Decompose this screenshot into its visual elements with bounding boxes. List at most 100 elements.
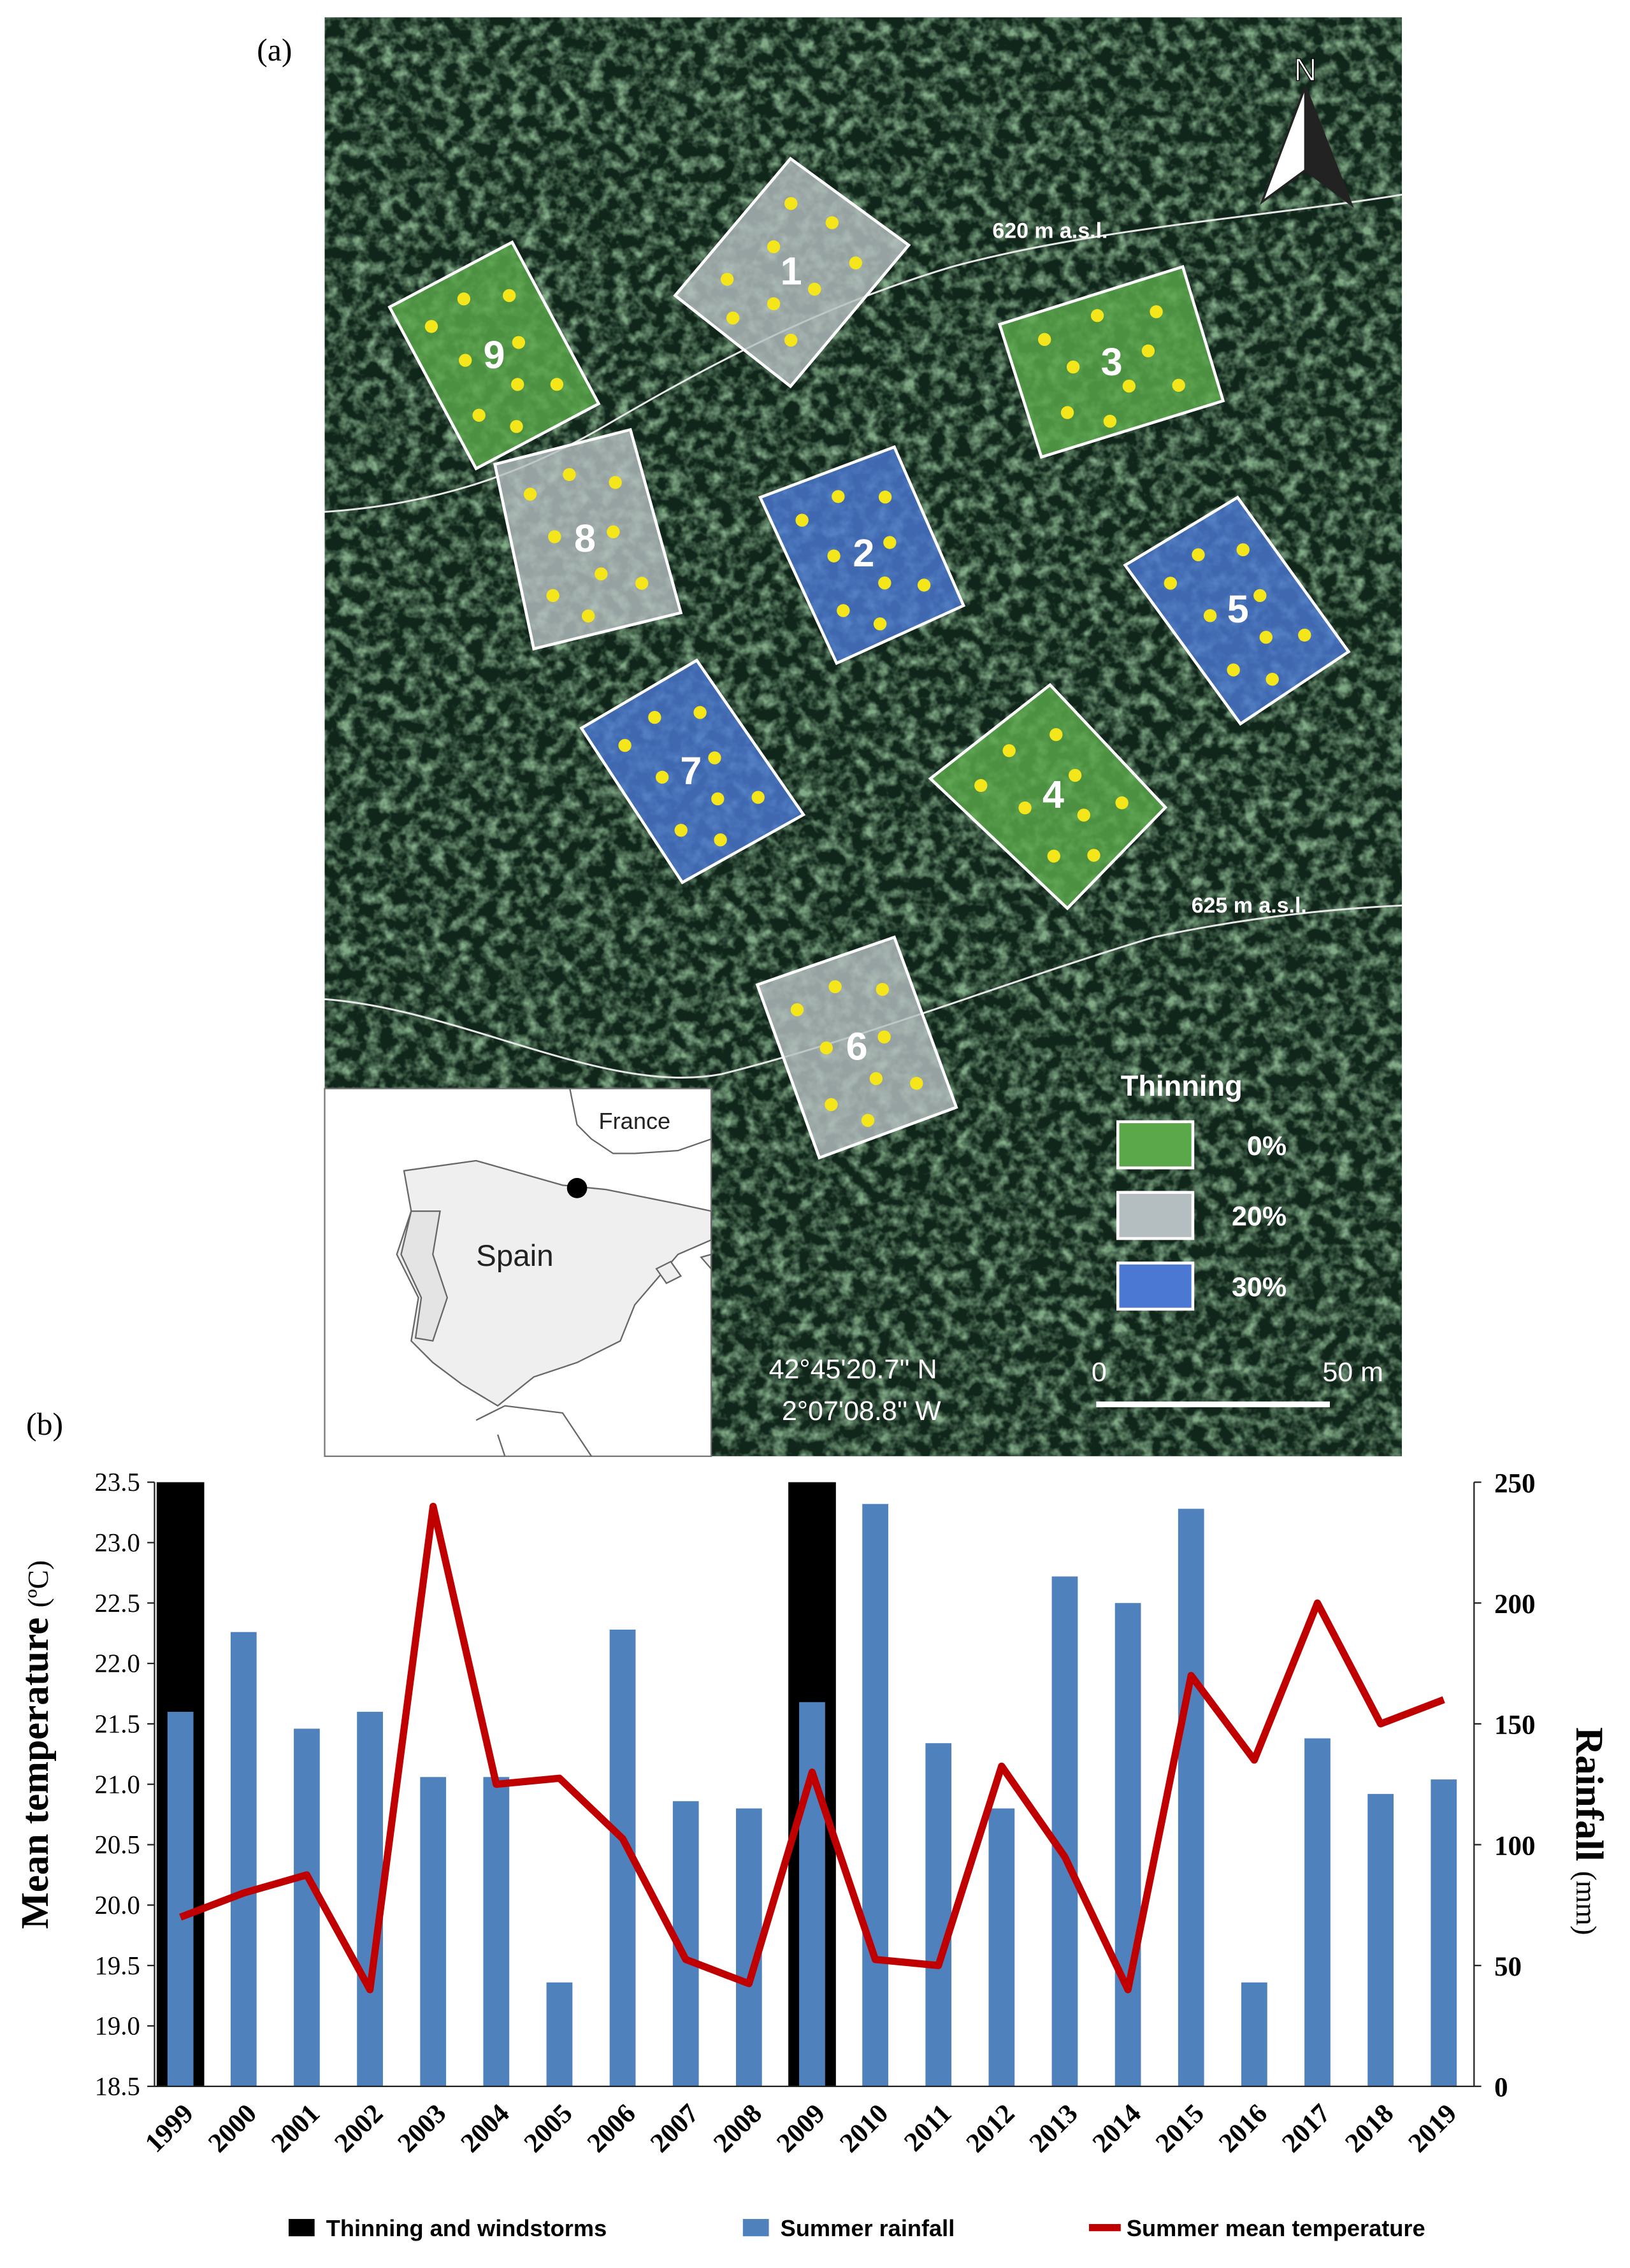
y2-tick-label: 0: [1494, 2073, 1508, 2103]
tree-dot: [472, 408, 486, 422]
x-tick-label: 2007: [645, 2099, 705, 2158]
y-tick-label: 21.0: [95, 1770, 140, 1798]
y-axis-unit: (ºC): [22, 1560, 54, 1607]
north-arrow: [1304, 86, 1354, 208]
x-tick-label: 2017: [1276, 2099, 1336, 2158]
tree-dot: [458, 354, 472, 367]
tree-dot: [877, 1030, 891, 1044]
plot: [387, 240, 601, 471]
tree-dot: [457, 292, 471, 306]
chart: 18.5 19.0 19.5 20.0 20.5 21.0 21.5 22.0 22.5 23.0…: [95, 1468, 1536, 2241]
y-tick-label: 20.5: [95, 1830, 140, 1859]
tree-dot: [1068, 768, 1082, 782]
tree-dot: [714, 833, 727, 847]
tree-dot: [648, 710, 661, 724]
tree-dot: [873, 617, 887, 631]
map-legend-swatch: [1116, 1191, 1195, 1240]
bar: [546, 1982, 573, 2086]
tree-dot: [693, 706, 707, 719]
plot: [1123, 495, 1351, 726]
contour-label: 620 m a.s.l.: [992, 219, 1107, 243]
tree-dot: [876, 982, 889, 996]
tree-dot: [1192, 548, 1205, 562]
tree-dot: [861, 1114, 875, 1127]
inset-label: France: [599, 1108, 671, 1134]
bar: [1114, 1603, 1141, 2086]
tree-dot: [1172, 378, 1185, 392]
plot-label: 9: [483, 333, 505, 377]
tree-dot: [767, 240, 781, 254]
tree-dot: [832, 490, 845, 503]
plot-label: 1: [781, 249, 802, 292]
y2-tick-label: 200: [1494, 1590, 1536, 1619]
x-tick-label: 2008: [708, 2099, 768, 2158]
y2-tick-label: 150: [1494, 1711, 1536, 1740]
africa-coast: [475, 1405, 593, 1457]
tree-dot: [546, 589, 559, 602]
plot: [758, 445, 966, 666]
tree-dot: [819, 1041, 833, 1055]
tree-dot: [917, 578, 931, 592]
tree-dot: [825, 216, 839, 229]
coordinate: 42°45'20.7'' N: [769, 1354, 937, 1385]
tree-dot: [711, 792, 725, 806]
tree-dot: [1122, 379, 1136, 393]
north-label: N: [1294, 52, 1317, 88]
tree-dot: [784, 197, 798, 210]
bar: [1367, 1793, 1394, 2086]
y2-tick-label: 50: [1494, 1952, 1522, 1982]
y-axis-title: Mean temperature (ºC): [14, 1560, 57, 1929]
tree-dot: [1115, 796, 1129, 810]
x-tick-label: 2006: [582, 2099, 642, 2158]
legend-label: Summer rainfall: [781, 2215, 955, 2241]
tree-dot: [563, 468, 576, 482]
x-tick-label: 2001: [266, 2099, 326, 2158]
legend-swatch: [288, 2219, 315, 2237]
x-tick-label: 2013: [1024, 2099, 1084, 2158]
x-tick-label: 2009: [771, 2099, 831, 2158]
map-legend-label: 0%: [1247, 1131, 1287, 1161]
y-axis-title-text: Mean temperature: [14, 1618, 57, 1929]
scale-label: 0: [1092, 1357, 1107, 1388]
panel-label: (b): [26, 1407, 63, 1442]
tree-dot: [548, 530, 561, 543]
y-tick-label: 18.5: [95, 2072, 140, 2100]
tree-dot: [1236, 543, 1250, 557]
tree-dot: [974, 779, 988, 793]
portugal: [400, 1210, 449, 1342]
tree-dot: [837, 604, 850, 617]
tree-dot: [618, 738, 631, 752]
bar: [862, 1504, 888, 2086]
tree-dot: [550, 378, 564, 391]
y-tick-label: 22.0: [95, 1649, 140, 1678]
plot: [579, 658, 806, 885]
tree-dot: [424, 320, 438, 333]
tree-dot: [1227, 663, 1240, 677]
tree-dot: [1203, 609, 1217, 622]
map-legend-swatch: [1116, 1120, 1195, 1170]
tree-dot: [674, 824, 688, 837]
y2-axis-title: Rainfall (mm): [1568, 1727, 1610, 1935]
scale-label: 50 m: [1322, 1357, 1383, 1388]
y-tick-label: 21.5: [95, 1709, 140, 1738]
y-tick-label: 23.0: [95, 1528, 140, 1557]
tree-dot: [1047, 849, 1060, 863]
bar: [230, 1632, 257, 2086]
legend-label: Thinning and windstorms: [326, 2215, 607, 2241]
islands: [655, 1253, 712, 1284]
y2-axis-title-text: Rainfall: [1568, 1727, 1610, 1861]
contour-label: 625 m a.s.l.: [1192, 894, 1307, 918]
tree-dot: [1090, 309, 1104, 322]
x-tick-label: 2004: [455, 2099, 515, 2158]
tree-dot: [726, 312, 740, 325]
bar: [1431, 1779, 1457, 2086]
tree-dot: [1018, 801, 1032, 815]
x-tick-label: 2016: [1213, 2099, 1273, 2158]
tree-dot: [1150, 305, 1163, 319]
y2-axis-unit: (mm): [1570, 1871, 1602, 1935]
plot: [673, 156, 911, 389]
tree-dot: [1266, 673, 1279, 686]
plot-label: 4: [1042, 773, 1064, 816]
tree-dot: [511, 378, 524, 391]
tree-dot: [1002, 744, 1016, 757]
